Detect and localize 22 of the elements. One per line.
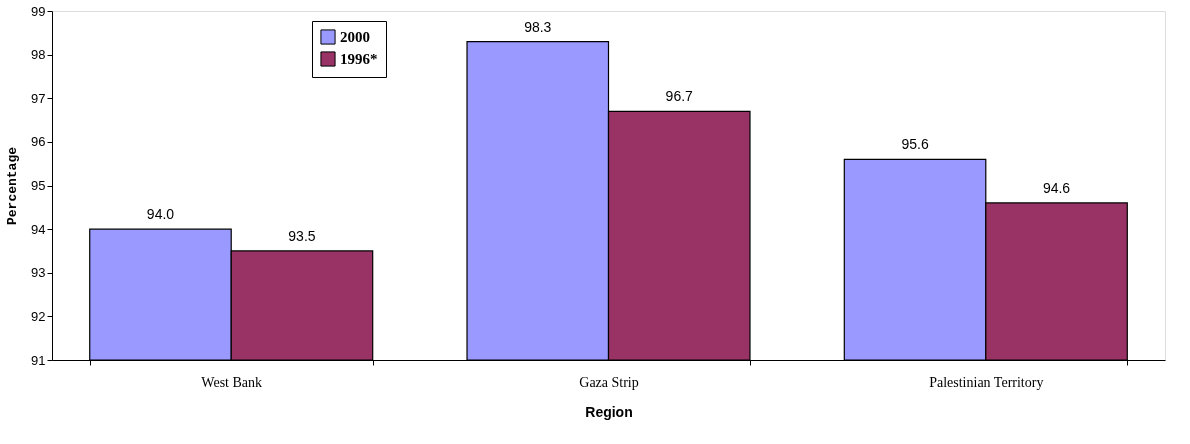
y-tick-label: 93 xyxy=(31,265,46,281)
text: 94.6 xyxy=(1042,179,1071,196)
text: 93.5 xyxy=(288,227,316,244)
text: 94.0 xyxy=(146,206,175,223)
legend-label: 2000 xyxy=(340,29,370,45)
y-axis-title: Percentage xyxy=(5,146,21,226)
text: 95.6 xyxy=(901,136,929,153)
text: 96.7 xyxy=(665,88,693,105)
text: 98.3 xyxy=(524,18,552,35)
y-tick-label: 96 xyxy=(31,134,46,150)
y-tick-label: 95 xyxy=(31,178,46,193)
y-tick-label: 94 xyxy=(31,221,46,237)
y-tick-label: 99 xyxy=(31,3,46,19)
y-tick-label: 97 xyxy=(31,90,46,106)
x-axis-title: Region xyxy=(585,403,633,420)
y-tick-label: 98 xyxy=(31,47,46,63)
x-tick-label: West Bank xyxy=(201,374,263,390)
x-tick-label: Gaza Strip xyxy=(579,374,639,390)
legend-label: 1996* xyxy=(340,51,378,67)
x-tick-label: Palestinian Territory xyxy=(929,374,1044,390)
y-tick-label: 91 xyxy=(31,352,46,368)
y-tick-label: 92 xyxy=(31,308,46,324)
